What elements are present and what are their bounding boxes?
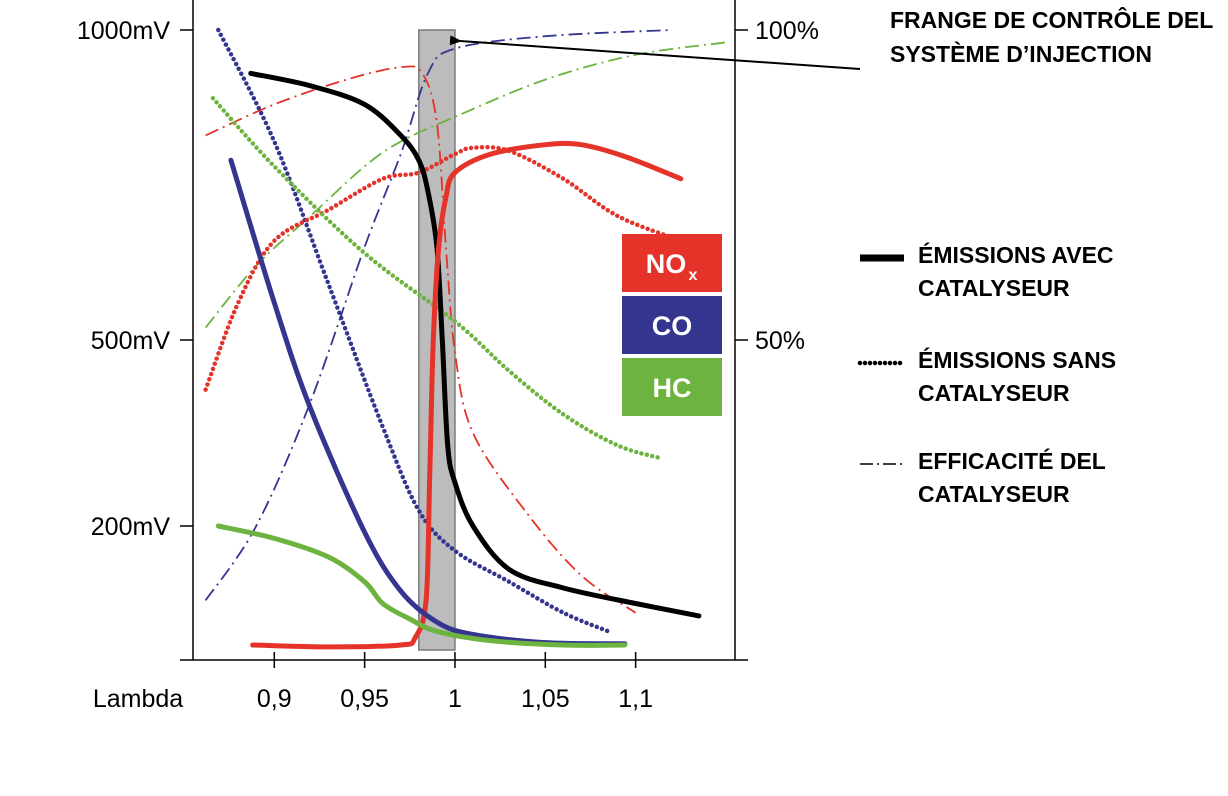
series-co-solid	[228, 157, 628, 647]
legend-entry-dashdot: EFFICACITÉ DEL CATALYSEUR	[860, 447, 1106, 507]
y-left-tick-label: 1000mV	[77, 17, 170, 45]
legend-entry-dotted: ÉMISSIONS SANS CATALYSEUR	[857, 346, 1116, 406]
control-band	[418, 29, 456, 651]
badge-label: CO	[652, 311, 693, 341]
x-tick-label: 1	[448, 685, 462, 713]
pollutant-badge-co: CO	[622, 296, 722, 354]
x-axis-label: Lambda	[93, 685, 183, 713]
annotation-label: FRANGE DE CONTRÔLE DEL	[890, 6, 1213, 33]
legend-layer: ÉMISSIONS AVEC CATALYSEUR ÉMISSIONS SANS CA…	[857, 241, 1116, 507]
series-hc-solid	[215, 523, 628, 648]
annotation-label: SYSTÈME D’INJECTION	[890, 40, 1152, 67]
series-nox-dashdot	[205, 65, 637, 614]
pollutant-badge-no: NO x	[622, 234, 722, 292]
control-band-layer	[418, 29, 456, 651]
annotation-layer: FRANGE DE CONTRÔLE DEL SYSTÈME D’INJECTIO…	[449, 6, 1213, 70]
legend-label: ÉMISSIONS AVEC	[918, 241, 1114, 268]
series-o2-solid	[248, 70, 702, 619]
legend-entry-solid: ÉMISSIONS AVEC CATALYSEUR	[860, 241, 1114, 301]
axes-layer: Lambda 0,9 0,95 1 1,05 1,1 1000mV 500mV 200mV 100…	[77, 0, 819, 713]
badge-background	[622, 296, 722, 354]
y-right-tick-label: 100%	[755, 17, 819, 45]
badge-background	[622, 234, 722, 292]
legend-label: ÉMISSIONS SANS	[918, 346, 1116, 373]
badge-layer: NO x CO HC	[622, 234, 722, 416]
x-tick-label: 1,05	[521, 685, 570, 713]
x-tick-label: 1,1	[618, 685, 653, 713]
badge-label: HC	[653, 373, 692, 403]
pollutant-badge-hc: HC	[622, 358, 722, 416]
badge-background	[622, 358, 722, 416]
legend-label: EFFICACITÉ DEL	[918, 447, 1106, 474]
legend-label: CATALYSEUR	[918, 275, 1070, 301]
series-nox-solid	[250, 140, 684, 650]
badge-label: NO	[646, 249, 687, 279]
series-layer	[203, 27, 727, 650]
x-tick-label: 0,9	[257, 685, 292, 713]
legend-label: CATALYSEUR	[918, 481, 1070, 507]
y-right-tick-label: 50%	[755, 327, 805, 355]
series-co-dashdot	[204, 29, 672, 601]
series-co-dotted	[216, 27, 611, 634]
y-left-tick-label: 200mV	[91, 513, 171, 541]
series-hc-dotted	[210, 95, 662, 461]
badge-subscript: x	[689, 267, 698, 284]
series-hc-dashdot	[204, 41, 727, 329]
x-tick-label: 0,95	[340, 685, 389, 713]
annotation-arrow	[449, 35, 861, 70]
y-left-tick-label: 500mV	[91, 327, 171, 355]
legend-label: CATALYSEUR	[918, 380, 1070, 406]
